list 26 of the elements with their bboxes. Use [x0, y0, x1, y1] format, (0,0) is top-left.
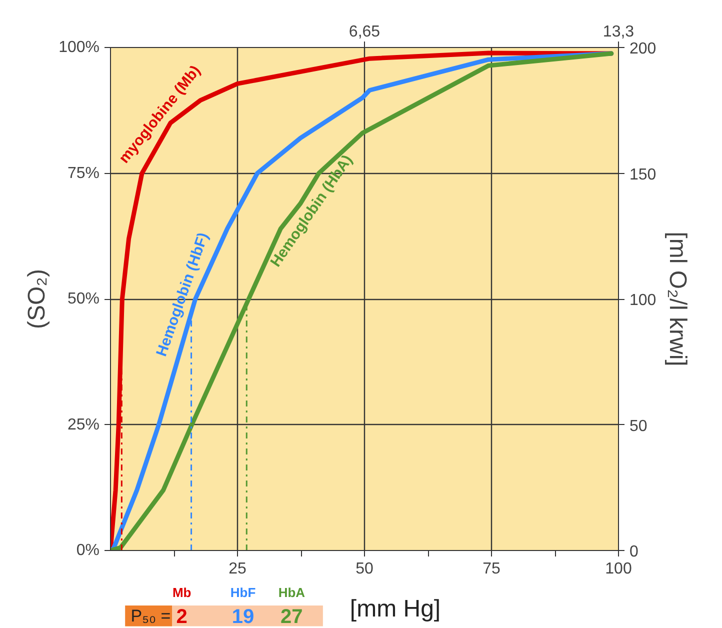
ref-line-label: Mb — [172, 585, 192, 600]
y2-tick-label: 0 — [630, 544, 638, 560]
y2-axis-title: [ml O₂/l krwi] — [664, 232, 692, 366]
x-tick-label: 25 — [228, 560, 246, 578]
y-axis-title: (SO₂) — [24, 269, 51, 329]
x-axis-title: [mm Hg] — [350, 596, 441, 623]
x2-tick-label: 6,65 — [348, 24, 380, 40]
text: 19 — [232, 606, 254, 628]
y2-tick-label: 200 — [630, 40, 656, 58]
x-tick-label: 50 — [356, 560, 374, 578]
y-tick-label: 100% — [58, 39, 100, 56]
text: 27 — [280, 606, 303, 628]
ref-line-label: HbA — [278, 585, 306, 600]
y2-tick-label: 50 — [630, 418, 648, 435]
y-tick-label: 25% — [67, 416, 100, 434]
y-tick-label: 50% — [67, 290, 100, 308]
text: 2 — [176, 606, 188, 628]
ref-line-label: HbF — [230, 585, 256, 600]
y-tick-label: 0% — [76, 542, 100, 559]
x-tick-label: 100 — [605, 560, 632, 578]
x2-tick-label: 13,3 — [602, 24, 634, 40]
y-tick-label: 75% — [67, 164, 100, 182]
x-tick-label: 75 — [482, 560, 500, 578]
y2-tick-label: 100 — [630, 292, 656, 309]
y2-tick-label: 150 — [630, 166, 656, 184]
text: P₅₀ = — [130, 606, 171, 626]
